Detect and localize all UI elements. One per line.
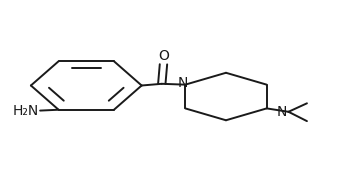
Text: H₂N: H₂N <box>12 104 38 118</box>
Text: N: N <box>177 76 188 90</box>
Text: N: N <box>276 105 287 119</box>
Text: O: O <box>158 49 169 63</box>
